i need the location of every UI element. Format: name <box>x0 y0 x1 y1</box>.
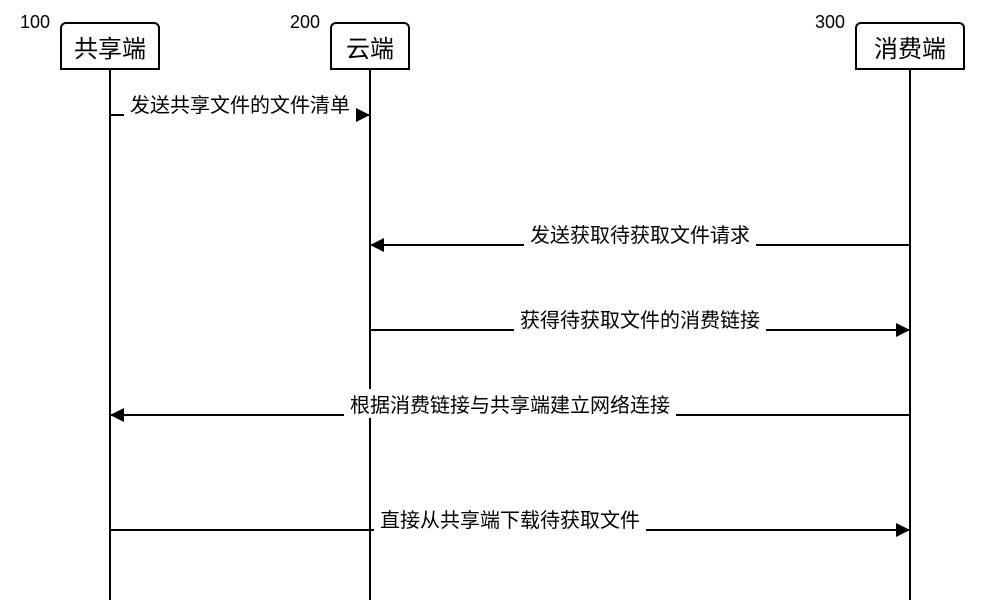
message-label-4: 直接从共享端下载待获取文件 <box>374 504 646 533</box>
participant-box-consume: 消费端 <box>855 22 965 70</box>
message-arrow-3 <box>110 408 124 422</box>
participant-tag-consume: 300 <box>815 12 845 33</box>
message-label-3: 根据消费链接与共享端建立网络连接 <box>344 389 676 418</box>
participant-label-cloud: 云端 <box>346 29 394 64</box>
message-arrow-2 <box>896 323 910 337</box>
participant-tag-share: 100 <box>20 12 50 33</box>
lifeline-share <box>109 70 111 600</box>
participant-label-share: 共享端 <box>74 29 146 64</box>
message-label-1: 发送获取待获取文件请求 <box>524 219 756 248</box>
sequence-diagram: 100 共享端 200 云端 300 消费端 发送共享文件的文件清单 发送获取待… <box>0 0 1000 611</box>
participant-box-cloud: 云端 <box>330 22 410 70</box>
lifeline-cloud <box>369 70 371 600</box>
message-arrow-1 <box>370 238 384 252</box>
participant-tag-cloud: 200 <box>290 12 320 33</box>
message-arrow-0 <box>356 108 370 122</box>
message-label-2: 获得待获取文件的消费链接 <box>514 304 766 333</box>
participant-label-consume: 消费端 <box>874 29 946 64</box>
message-arrow-4 <box>896 523 910 537</box>
message-label-0: 发送共享文件的文件清单 <box>124 89 356 118</box>
participant-box-share: 共享端 <box>60 22 160 70</box>
